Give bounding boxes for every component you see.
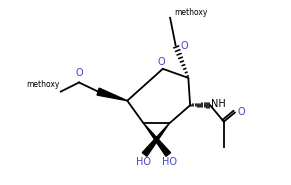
Text: HO: HO bbox=[136, 157, 151, 167]
Text: NH: NH bbox=[211, 99, 226, 109]
Text: O: O bbox=[157, 57, 165, 67]
Text: O: O bbox=[75, 68, 83, 78]
Text: O: O bbox=[237, 107, 245, 117]
Text: methoxy: methoxy bbox=[26, 80, 60, 89]
Polygon shape bbox=[144, 123, 171, 156]
Polygon shape bbox=[142, 123, 169, 156]
Polygon shape bbox=[97, 88, 127, 101]
Text: HO: HO bbox=[162, 157, 177, 167]
Text: O: O bbox=[180, 41, 188, 51]
Text: methoxy: methoxy bbox=[175, 8, 208, 17]
